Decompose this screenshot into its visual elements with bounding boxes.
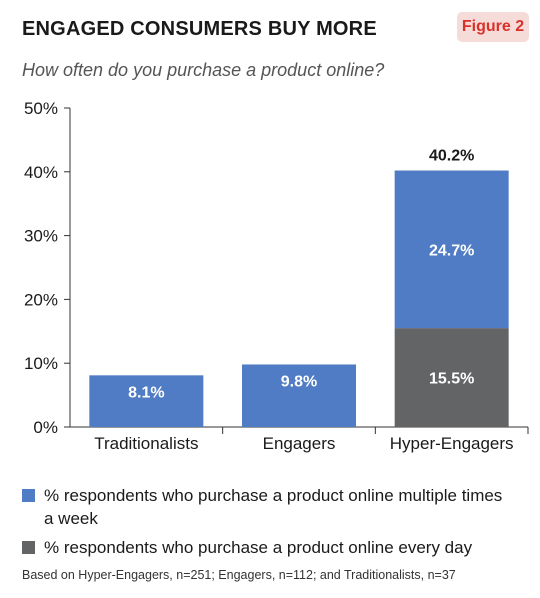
bar-value-label: 24.7% xyxy=(429,242,474,259)
legend-label-multiple-week: % respondents who purchase a product onl… xyxy=(44,486,503,505)
y-tick-label: 0% xyxy=(33,418,58,437)
legend: % respondents who purchase a product onl… xyxy=(22,484,527,565)
legend-swatch-every-day xyxy=(22,541,35,554)
x-category-label: Traditionalists xyxy=(94,434,198,453)
bar-value-label: 15.5% xyxy=(429,371,474,388)
chart-subtitle: How often do you purchase a product onli… xyxy=(22,60,385,80)
bar-segment xyxy=(242,364,356,427)
legend-item-every-day: % respondents who purchase a product onl… xyxy=(22,536,527,559)
y-tick-label: 10% xyxy=(24,354,58,373)
x-category-label: Engagers xyxy=(263,434,336,453)
y-tick-label: 30% xyxy=(24,227,58,246)
legend-swatch-multiple-week xyxy=(22,489,35,502)
bar-segment xyxy=(394,170,509,329)
bar-segment xyxy=(89,375,204,427)
bar-value-label: 8.1% xyxy=(128,384,164,401)
footnote: Based on Hyper-Engagers, n=251; Engagers… xyxy=(22,568,456,582)
chart-title: ENGAGED CONSUMERS BUY MORE xyxy=(22,18,377,40)
bar-chart: 0% 10% 20% 30% 40% 50% 8.1% Traditionalists 9.8%… xyxy=(24,99,529,453)
y-tick-label: 50% xyxy=(24,99,58,118)
x-category-label: Hyper-Engagers xyxy=(390,434,514,453)
bar-value-label: 9.8% xyxy=(281,373,317,390)
legend-label-multiple-week-line2: a week xyxy=(44,509,98,528)
figure-badge: Figure 2 xyxy=(457,12,529,42)
y-tick-label: 40% xyxy=(24,163,58,182)
bar-segment xyxy=(394,328,509,427)
legend-label-every-day: % respondents who purchase a product onl… xyxy=(44,538,473,557)
legend-item-multiple-week: % respondents who purchase a product onl… xyxy=(22,484,527,530)
y-tick-label: 20% xyxy=(24,290,58,309)
bar-total-label: 40.2% xyxy=(429,148,474,165)
